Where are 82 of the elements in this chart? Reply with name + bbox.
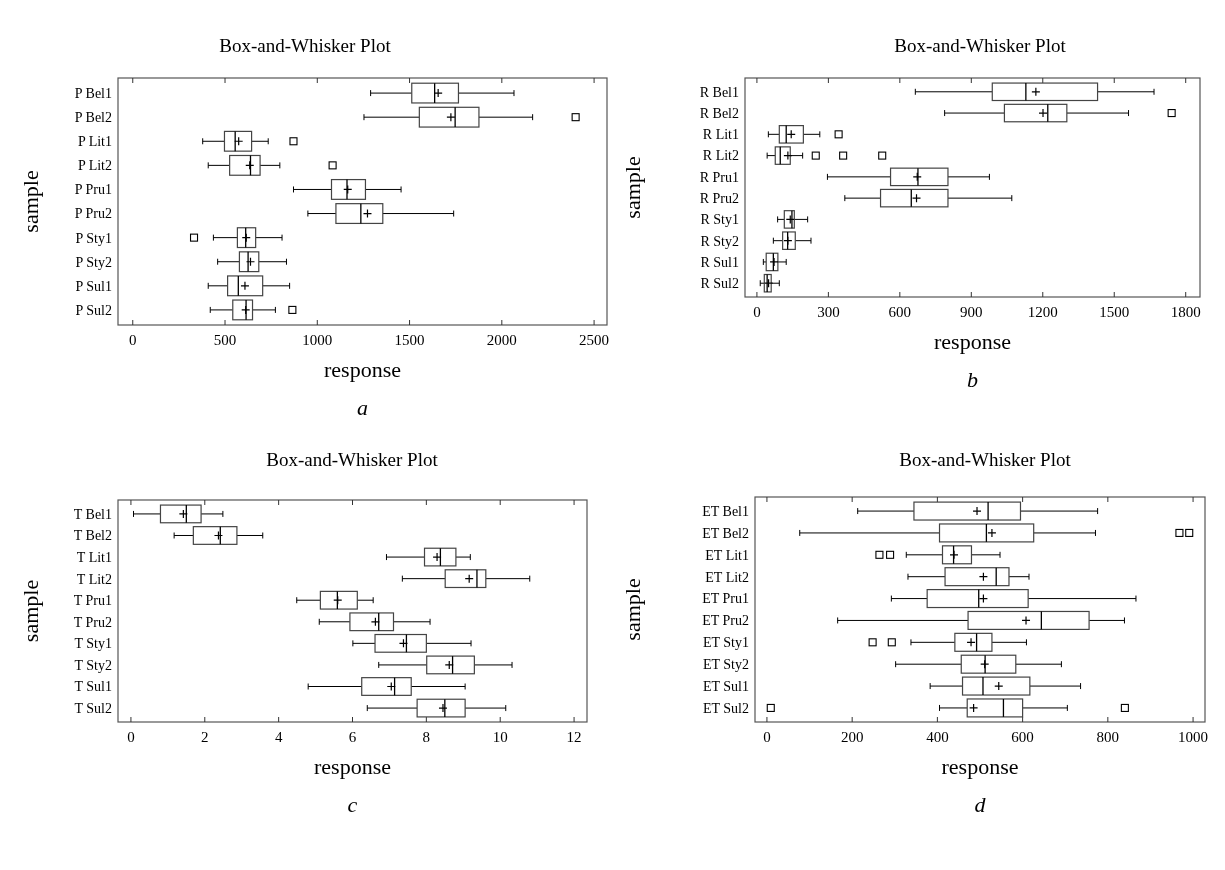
- x-tick-label: 500: [213, 332, 237, 348]
- y-tick-label: P Lit1: [77, 134, 112, 150]
- x-tick-label: 1000: [1178, 729, 1209, 745]
- text: a: [357, 395, 368, 420]
- x-tick-label: 0: [127, 729, 135, 745]
- y-tick-label: R Lit1: [702, 127, 739, 143]
- x-tick-label: 2000: [486, 332, 517, 348]
- chart-title: Box-and-Whisker Plot: [899, 449, 1072, 470]
- x-tick-label: 1800: [1170, 304, 1201, 320]
- y-tick-label: ET Lit2: [705, 569, 749, 585]
- x-tick-label: 6: [348, 729, 357, 745]
- x-tick-label: 4: [274, 729, 283, 745]
- y-tick-label: R Pru1: [699, 169, 739, 185]
- y-tick-label: ET Sul2: [702, 700, 749, 716]
- y-tick-label: R Pru2: [699, 191, 739, 207]
- x-tick-label: 0: [753, 304, 761, 320]
- x-tick-label: 0: [129, 332, 137, 348]
- x-axis-title: response: [324, 357, 401, 382]
- x-tick-label: 900: [960, 304, 983, 320]
- y-tick-label: T Pru2: [73, 614, 112, 630]
- y-axis-title: sample: [18, 579, 43, 643]
- x-tick-label: 600: [888, 304, 912, 320]
- y-axis-title: sample: [620, 156, 645, 219]
- x-axis-title: response: [314, 754, 391, 779]
- y-tick-label: T Sty2: [74, 657, 112, 673]
- y-tick-label: P Bel1: [74, 85, 112, 101]
- y-tick-label: ET Bel1: [702, 503, 749, 519]
- x-tick-label: 0: [763, 729, 771, 745]
- y-tick-label: T Bel1: [73, 506, 112, 522]
- y-axis-title: sample: [620, 578, 645, 641]
- y-tick-label: R Sty2: [700, 233, 739, 249]
- y-tick-label: P Sty1: [75, 230, 112, 246]
- y-tick-label: R Bel1: [699, 84, 739, 100]
- x-tick-label: 1500: [1099, 304, 1130, 320]
- y-tick-label: ET Lit1: [705, 547, 749, 563]
- y-tick-label: T Sul2: [74, 700, 112, 716]
- y-tick-label: T Sul1: [74, 679, 112, 695]
- y-tick-label: ET Sul1: [702, 678, 749, 694]
- y-tick-label: ET Bel2: [702, 525, 749, 541]
- y-tick-label: R Bel2: [699, 105, 739, 121]
- x-tick-label: 8: [422, 729, 431, 745]
- y-tick-label: T Pru1: [73, 593, 112, 609]
- y-tick-label: R Sul1: [700, 254, 739, 270]
- y-tick-label: P Sul1: [75, 278, 112, 294]
- x-tick-label: 10: [492, 729, 508, 745]
- y-tick-label: T Lit1: [76, 549, 112, 565]
- y-tick-label: P Bel2: [74, 110, 112, 126]
- y-tick-label: P Lit2: [77, 158, 112, 174]
- chart-title: Box-and-Whisker Plot: [219, 35, 392, 56]
- y-tick-label: T Sty1: [74, 636, 112, 652]
- text: d: [974, 792, 987, 817]
- x-tick-label: 2500: [579, 332, 610, 348]
- y-tick-label: P Pru2: [74, 206, 112, 222]
- y-tick-label: R Lit2: [702, 148, 739, 164]
- y-tick-label: ET Sty1: [702, 635, 749, 651]
- chart-title: Box-and-Whisker Plot: [266, 449, 439, 470]
- x-tick-label: 800: [1096, 729, 1120, 745]
- y-tick-label: ET Sty2: [702, 657, 749, 673]
- y-tick-label: R Sul2: [700, 276, 739, 292]
- y-tick-label: P Sul2: [75, 302, 112, 318]
- x-tick-label: 600: [1011, 729, 1034, 745]
- x-tick-label: 400: [926, 729, 949, 745]
- x-tick-label: 1200: [1027, 304, 1058, 320]
- y-tick-label: P Sty2: [75, 254, 112, 270]
- x-tick-label: 1500: [394, 332, 425, 348]
- y-tick-label: T Lit2: [76, 571, 112, 587]
- x-axis-title: response: [934, 329, 1011, 354]
- x-tick-label: 300: [817, 304, 840, 320]
- x-tick-label: 12: [566, 729, 582, 745]
- chart-title: Box-and-Whisker Plot: [894, 35, 1067, 56]
- x-tick-label: 2: [201, 729, 209, 745]
- x-tick-label: 200: [840, 729, 864, 745]
- x-tick-label: 1000: [302, 332, 333, 348]
- y-tick-label: T Bel2: [73, 528, 112, 544]
- text: c: [347, 792, 358, 817]
- y-axis-title: sample: [18, 170, 43, 233]
- y-tick-label: ET Pru1: [702, 591, 749, 607]
- y-tick-label: R Sty1: [700, 212, 739, 228]
- y-tick-label: P Pru1: [74, 182, 112, 198]
- y-tick-label: ET Pru2: [702, 613, 749, 629]
- x-axis-title: response: [941, 754, 1019, 779]
- text: b: [967, 367, 978, 392]
